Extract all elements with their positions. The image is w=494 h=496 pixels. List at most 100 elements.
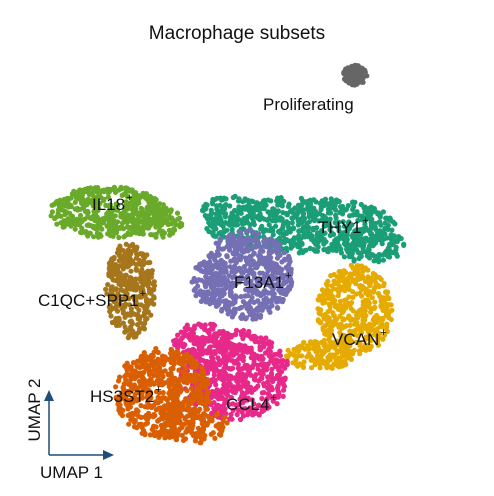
point-vcan <box>335 286 341 292</box>
point-c1qc-spp1 <box>108 274 115 280</box>
point-ccl4 <box>226 382 232 388</box>
point-c1qc-spp1 <box>120 320 126 326</box>
point-thy1 <box>333 248 340 254</box>
point-ccl4 <box>282 365 288 371</box>
point-hs3st2 <box>179 432 185 438</box>
point-vcan <box>327 357 333 363</box>
y-axis-label: UMAP 2 <box>25 379 44 442</box>
point-thy1 <box>221 228 227 234</box>
point-thy1 <box>300 207 307 213</box>
point-il18 <box>143 225 150 231</box>
cluster-label-superscript: + <box>285 270 291 282</box>
point-il18 <box>73 191 79 197</box>
point-ccl4 <box>210 377 216 383</box>
point-vcan <box>348 271 354 277</box>
point-f13a1 <box>226 273 232 279</box>
point-hs3st2 <box>208 431 214 437</box>
point-thy1 <box>273 223 279 229</box>
point-thy1 <box>308 236 315 242</box>
point-thy1 <box>244 213 251 220</box>
point-ccl4 <box>280 393 286 399</box>
point-f13a1 <box>288 277 294 283</box>
point-hs3st2 <box>144 420 150 426</box>
point-f13a1 <box>215 282 221 288</box>
point-thy1 <box>250 212 256 218</box>
point-il18 <box>105 194 111 200</box>
point-thy1 <box>250 199 256 205</box>
point-f13a1 <box>238 294 244 300</box>
point-proliferating <box>348 68 354 74</box>
point-il18 <box>75 207 81 213</box>
point-il18 <box>79 192 85 198</box>
point-f13a1 <box>236 241 242 247</box>
point-hs3st2 <box>199 365 205 371</box>
point-f13a1 <box>264 289 270 295</box>
point-hs3st2 <box>194 372 200 378</box>
cluster-label-il18: IL18 <box>92 195 125 214</box>
point-c1qc-spp1 <box>130 284 136 290</box>
point-hs3st2 <box>186 357 192 363</box>
point-vcan <box>362 278 369 284</box>
point-f13a1 <box>275 282 281 288</box>
cluster-label-thy1: THY1 <box>318 218 361 237</box>
point-f13a1 <box>241 263 248 270</box>
point-vcan <box>373 280 379 286</box>
point-il18 <box>157 201 163 207</box>
point-c1qc-spp1 <box>142 306 148 312</box>
point-c1qc-spp1 <box>106 270 112 277</box>
point-f13a1 <box>276 288 283 294</box>
point-il18 <box>159 212 165 218</box>
point-c1qc-spp1 <box>121 256 127 262</box>
point-il18 <box>116 234 122 241</box>
point-ccl4 <box>277 353 283 359</box>
point-vcan <box>301 359 307 365</box>
point-thy1 <box>299 219 305 225</box>
point-vcan <box>325 314 331 320</box>
point-f13a1 <box>281 250 287 256</box>
point-ccl4 <box>217 329 223 335</box>
point-hs3st2 <box>202 379 208 385</box>
point-vcan <box>330 310 336 316</box>
point-f13a1 <box>259 279 266 285</box>
point-thy1 <box>286 227 292 233</box>
point-thy1 <box>382 249 388 255</box>
point-ccl4 <box>257 346 264 353</box>
point-hs3st2 <box>150 414 156 420</box>
point-il18 <box>94 194 100 200</box>
point-hs3st2 <box>180 403 186 409</box>
point-thy1 <box>368 231 375 237</box>
point-f13a1 <box>279 299 286 305</box>
point-hs3st2 <box>127 411 133 417</box>
point-f13a1 <box>288 283 294 289</box>
point-thy1 <box>301 248 307 254</box>
point-vcan <box>386 302 392 308</box>
point-c1qc-spp1 <box>151 294 157 300</box>
point-c1qc-spp1 <box>133 246 139 252</box>
point-hs3st2 <box>134 407 140 413</box>
point-f13a1 <box>271 291 277 297</box>
point-thy1 <box>235 198 242 204</box>
point-f13a1 <box>262 260 268 266</box>
point-thy1 <box>232 193 238 199</box>
point-thy1 <box>275 202 281 208</box>
cluster-label-superscript: + <box>126 192 132 204</box>
point-ccl4 <box>213 394 220 400</box>
point-f13a1 <box>221 291 227 297</box>
point-thy1 <box>380 257 386 263</box>
point-il18 <box>160 234 166 240</box>
point-il18 <box>82 208 88 214</box>
point-ccl4 <box>210 364 216 370</box>
point-ccl4 <box>218 338 224 344</box>
point-il18 <box>148 195 154 201</box>
point-hs3st2 <box>122 373 128 380</box>
point-ccl4 <box>284 358 290 364</box>
point-thy1 <box>235 222 241 228</box>
point-ccl4 <box>190 346 196 352</box>
point-thy1 <box>342 233 348 239</box>
point-thy1 <box>206 220 212 226</box>
point-c1qc-spp1 <box>118 282 124 289</box>
point-il18 <box>100 216 106 222</box>
point-thy1 <box>304 200 310 206</box>
point-vcan <box>341 268 347 274</box>
point-hs3st2 <box>147 432 153 438</box>
